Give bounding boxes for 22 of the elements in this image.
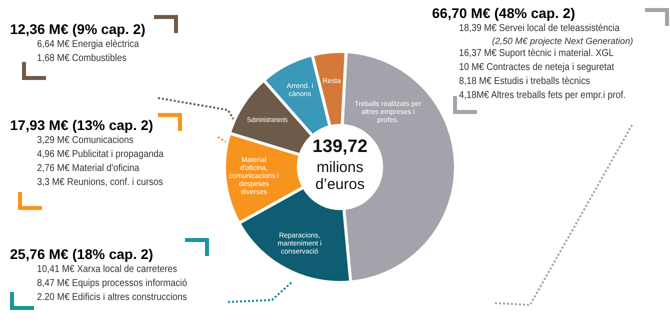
text: 18,39 M€ Servei local de teleassistència: [458, 22, 621, 36]
text: 139,72: [312, 136, 368, 156]
text: 4,96 M€ Publicitat i propaganda: [36, 148, 164, 162]
text: 66,70 M€ (48% cap. 2): [432, 4, 576, 22]
text: (2,50 M€ projecte Next Generation): [491, 36, 634, 47]
text: 10,41 M€ Xarxa local de carreteres: [36, 263, 178, 277]
text: 3,3 M€ Reunions, conf. i cursos: [36, 176, 164, 190]
text: 10 M€ Contractes de neteja i seguretat: [458, 61, 616, 75]
text: 6,64 M€ Energia elèctrica: [36, 38, 140, 52]
text: 25,76 M€ (18% cap. 2): [10, 245, 154, 263]
text: 2.20 M€ Edificis i altres construccions: [36, 291, 188, 305]
text: 16,37 M€ Suport tècnic i material. XGL: [458, 47, 615, 61]
text: 17,93 M€ (13% cap. 2): [10, 116, 154, 134]
text: 4,18M€ Altres treballs fets per empr.i prof.: [458, 89, 626, 103]
text: milions d’euros: [315, 159, 365, 194]
text: 3,29 M€ Comunicacions: [36, 134, 135, 148]
text: 2,76 M€ Material d'oficina: [36, 162, 140, 176]
text: 12,36 M€ (9% cap. 2): [10, 20, 146, 38]
text: 8,18 M€ Estudis i treballs tècnics: [458, 75, 592, 89]
slice-label: Subministraments: [247, 116, 288, 124]
text: 1,68 M€ Combustibles: [36, 52, 128, 66]
text: 8,47 M€ Equips processos informació: [36, 277, 188, 291]
